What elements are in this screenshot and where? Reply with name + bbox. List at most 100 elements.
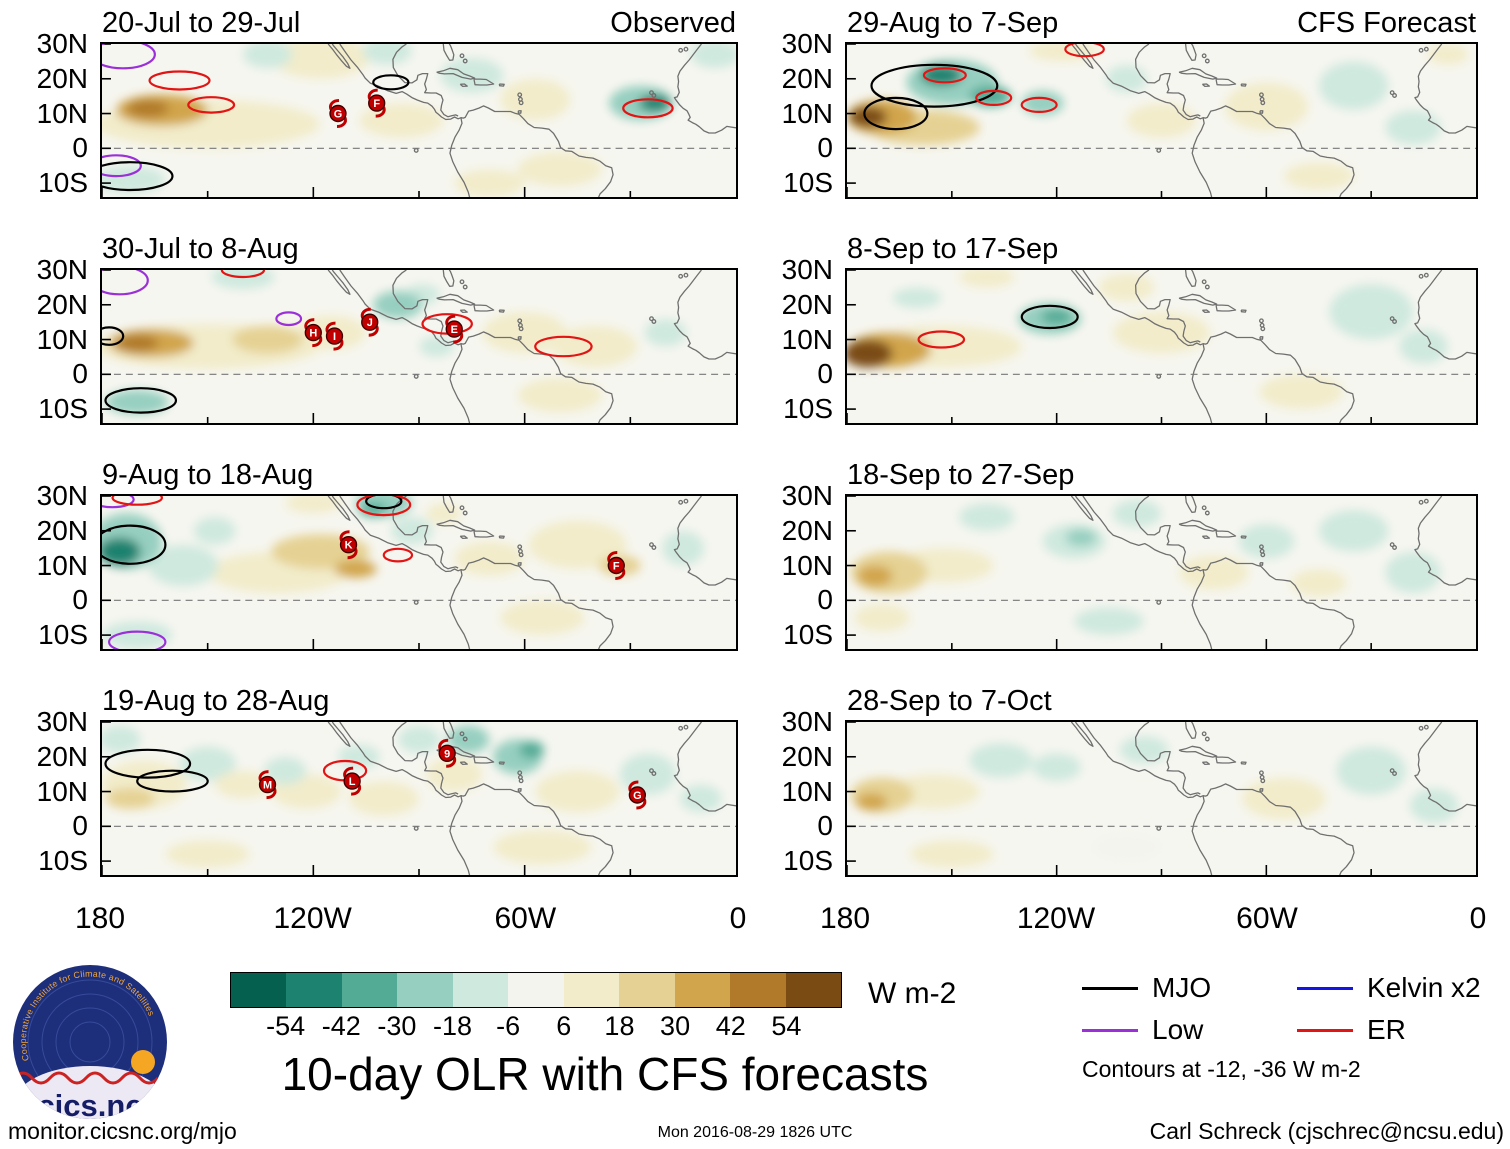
svg-text:I: I — [333, 331, 336, 343]
colorbar-tick-label: 54 — [771, 1011, 802, 1041]
storm-marker-E: E — [445, 314, 464, 344]
panel-date-range: 28-Sep to 7-Oct — [847, 685, 1052, 718]
panel-date-range: 9-Aug to 18-Aug — [102, 459, 314, 492]
colorbar-tick-label: 30 — [660, 1011, 691, 1041]
legend-grid: MJO Kelvin x2 Low ER — [1082, 974, 1492, 1044]
svg-text:M: M — [263, 780, 272, 792]
colorbar: -54 -42 -30 -18 -6 6 18 30 42 54 — [230, 972, 842, 1045]
panel-8-sep-to-17-sep: 8-Sep to 17-Sep 30N 20N 10N 0 10S — [782, 226, 1478, 425]
panel-date-range: 20-Jul to 29-Jul — [102, 7, 301, 40]
map-plot: M L 9 G 30N 20N 10N 0 10S — [37, 708, 738, 877]
contour-mjo — [863, 96, 929, 131]
figure-title: 10-day OLR with CFS forecasts — [281, 1048, 929, 1100]
panel-title-row: 20-Jul to 29-Jul Observed — [100, 0, 738, 42]
map-canvas — [847, 44, 1476, 197]
colorbar-scale — [230, 972, 842, 1008]
y-axis-label: 30N — [781, 254, 833, 285]
y-axis-label: 0 — [72, 132, 88, 164]
storm-marker-J: J — [360, 307, 379, 337]
y-axis-label: 10N — [781, 549, 833, 581]
y-axis-label: 30N — [781, 480, 833, 511]
y-axis-label: 20N — [781, 514, 833, 546]
storm-marker-F: F — [607, 551, 626, 580]
y-axis-label: 20N — [36, 514, 88, 546]
contour-er — [148, 70, 211, 91]
colorbar-tick-label: 42 — [715, 1011, 746, 1041]
map-canvas: GF — [102, 44, 736, 197]
colorbar-tick-label: 6 — [556, 1011, 572, 1041]
contour-er — [382, 547, 414, 563]
svg-text:K: K — [345, 540, 353, 552]
contour-low — [275, 311, 303, 327]
panel-title-row: 30-Jul to 8-Aug — [100, 226, 738, 268]
panel-date-range: 29-Aug to 7-Sep — [847, 7, 1059, 40]
colorbar-cell — [508, 973, 564, 1007]
panel-date-range: 30-Jul to 8-Aug — [102, 233, 299, 266]
storm-marker-M: M — [258, 770, 277, 800]
panel-date-range: 19-Aug to 28-Aug — [102, 685, 330, 718]
colorbar-cell — [397, 973, 453, 1007]
y-axis-label: 0 — [817, 132, 833, 164]
map-canvas — [847, 496, 1476, 649]
legend-line-swatch — [1082, 986, 1138, 990]
y-axis-label: 0 — [72, 584, 88, 616]
panel-29-aug-to-7-sep: 29-Aug to 7-Sep CFS Forecast 30N 20N 10N 0 10S — [782, 0, 1478, 199]
contour-mjo — [102, 326, 125, 346]
logo-cloud-band — [14, 1066, 166, 1119]
y-axis-label: 10N — [36, 323, 88, 355]
contour-legend: MJO Kelvin x2 Low ER Contours at -12, -36 W… — [1082, 974, 1492, 1083]
y-axis-label: 0 — [817, 358, 833, 390]
x-axis-label: 0 — [1469, 902, 1487, 935]
panel-date-range: 8-Sep to 17-Sep — [847, 233, 1059, 266]
y-axis-label: 30N — [781, 28, 833, 59]
svg-text:F: F — [373, 98, 380, 110]
footer-credit: Carl Schreck (cjschrec@ncsu.edu) — [1149, 1118, 1504, 1144]
contour-mjo — [136, 769, 209, 793]
legend-item-label: MJO — [1152, 972, 1212, 1003]
panel-date-range: 18-Sep to 27-Sep — [847, 459, 1075, 492]
legend-note: Contours at -12, -36 W m-2 — [1082, 1056, 1361, 1082]
legend-item-label: Kelvin x2 — [1367, 972, 1481, 1003]
contour-er — [922, 67, 967, 84]
map-canvas: H I J E — [102, 270, 736, 423]
storm-marker-K: K — [339, 530, 358, 560]
panel-title-row: 29-Aug to 7-Sep CFS Forecast — [845, 0, 1478, 42]
storm-marker-9: 9 — [438, 738, 457, 768]
legend-item-er: ER — [1297, 1016, 1492, 1044]
x-axis-label: 0 — [729, 902, 747, 935]
logo-sun-icon — [131, 1050, 155, 1074]
column-observed: 20-Jul to 29-Jul Observed G F 30N 20N 10N 0 10S 3… — [37, 0, 747, 946]
panel-9-aug-to-18-aug: 9-Aug to 18-Aug K F 30N 20N 10N 0 10S — [37, 452, 738, 651]
x-axis-label: 120W — [1016, 902, 1096, 935]
y-axis-label: 20N — [781, 288, 833, 320]
svg-text:9: 9 — [444, 748, 450, 760]
panel-28-sep-to-7-oct: 28-Sep to 7-Oct 30N 20N 10N 0 10S — [782, 678, 1478, 877]
colorbar-tick-label: 18 — [604, 1011, 635, 1041]
svg-text:E: E — [451, 324, 458, 336]
colorbar-cell — [286, 973, 342, 1007]
panel-20-jul-to-29-jul: 20-Jul to 29-Jul Observed G F 30N 20N 10N 0 10S — [37, 0, 738, 199]
colorbar-cell — [785, 973, 841, 1007]
storm-marker-I: I — [325, 321, 344, 351]
contour-mjo — [1020, 304, 1079, 330]
y-axis-label: 10N — [781, 97, 833, 129]
footer-timestamp: Mon 2016-08-29 1826 UTC — [657, 1124, 853, 1141]
svg-text:J: J — [367, 317, 373, 329]
map-canvas: M L 9 G — [102, 722, 736, 875]
map-canvas — [847, 722, 1476, 875]
contour-er — [622, 98, 674, 119]
y-axis-label: 10S — [783, 393, 833, 425]
contour-er — [111, 496, 164, 506]
map-plot: 30N 20N 10N 0 10S — [782, 708, 1478, 877]
y-axis-label: 10N — [781, 323, 833, 355]
colorbar-cell — [231, 973, 287, 1007]
storm-marker-F: F — [367, 88, 386, 118]
storm-marker-G: G — [329, 99, 347, 128]
colorbar-labels: -54 -42 -30 -18 -6 6 18 30 42 54 — [230, 1013, 842, 1045]
y-axis-label: 30N — [36, 480, 88, 511]
legend-line-swatch — [1297, 1028, 1353, 1032]
panel-corner-label: CFS Forecast — [1297, 7, 1476, 40]
panel-title-row: 8-Sep to 17-Sep — [845, 226, 1478, 268]
footer-url: monitor.cicsnc.org/mjo — [8, 1118, 237, 1144]
contour-mjo — [870, 63, 999, 108]
